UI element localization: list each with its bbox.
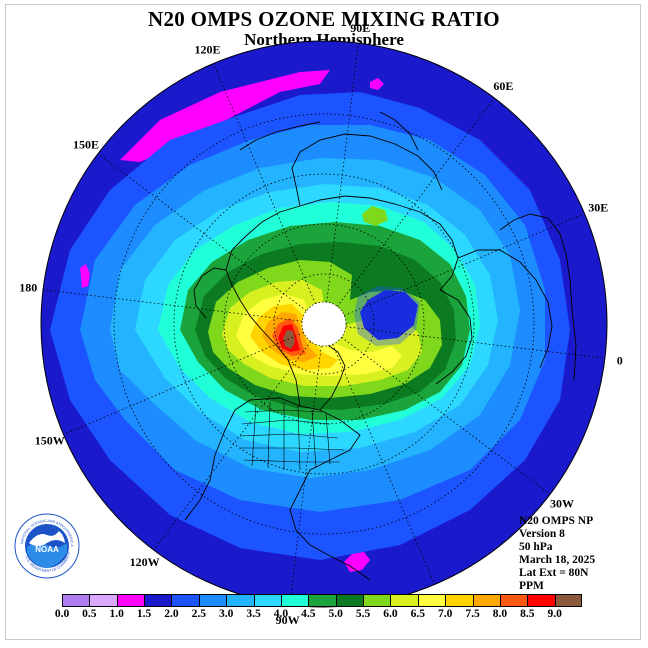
- meridian-120E: [213, 63, 316, 304]
- colorbar-tick-label: 1.0: [109, 608, 124, 620]
- lon-label-180: 180: [19, 281, 37, 295]
- ozone-low-pocket-3: [354, 286, 420, 346]
- polar-data-gap: [302, 302, 346, 346]
- colorbar-tick-label: 9.0: [547, 608, 562, 620]
- lon-label-90W: 90W: [276, 613, 300, 627]
- colorbar-cell: [390, 594, 418, 607]
- colorbar-tick-label: 3.5: [246, 608, 261, 620]
- colorbar-cell: [499, 594, 528, 607]
- lon-label-120E: 120E: [195, 43, 221, 57]
- polar-gap-outline: [301, 301, 347, 347]
- colorbar-tick-label: 1.5: [136, 608, 152, 620]
- lat-circle-60: [173, 173, 475, 475]
- colorbar-tick-label: 2.5: [191, 608, 207, 620]
- lon-label-120W: 120W: [130, 555, 160, 569]
- lon-label-150E: 150E: [73, 138, 99, 152]
- colorbar-tick-label: 6.5: [410, 608, 425, 620]
- meridian-30W: [341, 336, 551, 495]
- colorbar-tick-label: 0.0: [54, 608, 70, 620]
- colorbar-cell: [363, 594, 391, 607]
- colorbar-tick-label: 2.0: [164, 608, 179, 620]
- colorbar-tick-label: 0.5: [82, 608, 97, 620]
- info-line-pressure: 50 hPa: [519, 541, 553, 553]
- colorbar-cell: [89, 594, 117, 607]
- colorbar-cell: [253, 594, 281, 607]
- colorbar-tick-label: 8.5: [520, 608, 535, 620]
- figure-frame: [5, 4, 641, 640]
- noaa-logo-text: NOAA: [35, 545, 59, 554]
- colorbar-cell: [554, 594, 582, 607]
- graticule: [113, 113, 535, 535]
- lon-label-30W: 30W: [550, 496, 574, 510]
- meridian-30E: [344, 213, 585, 316]
- map-boundary: [40, 40, 608, 608]
- info-line-date: March 18, 2025: [519, 554, 596, 566]
- meridian-lines: [43, 43, 605, 605]
- noaa-logo: NOAA NATIONAL OCEANIC AND ATMOSPHERIC AD…: [13, 510, 80, 584]
- meridian-150E: [97, 153, 307, 312]
- colorbar-cell: [62, 594, 90, 607]
- coastlines: [184, 111, 577, 581]
- colorbar-cell: [198, 594, 227, 607]
- colorbar-cell: [171, 594, 199, 607]
- colorbar-tick-label: 5.0: [328, 608, 343, 620]
- colorbar-tick-label: 3.0: [219, 608, 234, 620]
- colorbar-cell: [472, 594, 500, 607]
- meridian-120W: [153, 341, 312, 551]
- colorbar-tick-label: 6.0: [383, 608, 398, 620]
- colorbar-tick-label: 8.0: [492, 608, 508, 620]
- info-line-units: PPM: [519, 580, 544, 592]
- usa-state-grid: [239, 401, 345, 471]
- ozone-low-pocket: [362, 206, 388, 226]
- colorbar-cell: [144, 594, 172, 607]
- ozone-band-9-0: [283, 330, 295, 349]
- lon-label-30E: 30E: [588, 201, 608, 215]
- info-line-lat-extent: Lat Ext = 80N: [519, 567, 589, 579]
- ozone-patch-west: [80, 264, 90, 288]
- lon-label-60E: 60E: [493, 79, 513, 93]
- colorbar-tick-label: 4.5: [301, 608, 316, 620]
- colorbar-cell: [280, 594, 309, 607]
- meridian-0: [345, 326, 605, 359]
- colorbar-cell: [417, 594, 446, 607]
- meridian-150W: [63, 332, 304, 435]
- lat-circle-70: [223, 223, 425, 425]
- colorbar-cell: [527, 594, 555, 607]
- colorbar-cell: [445, 594, 473, 607]
- colorbar-cell: [308, 594, 336, 607]
- info-line-version: Version 8: [519, 528, 565, 540]
- colorbar-tick-label: 7.5: [465, 608, 480, 620]
- lat-circle-80: [273, 273, 375, 375]
- colorbar-cell: [226, 594, 254, 607]
- lon-label-90E: 90E: [350, 21, 370, 35]
- colorbar-tick-label: 7.0: [437, 608, 453, 620]
- metadata-panel: N20 OMPS NP Version 8 50 hPa March 18, 2…: [519, 515, 595, 593]
- colorbar-tick-label: 5.5: [355, 608, 371, 620]
- meridian-90W: [289, 345, 322, 605]
- ozone-patch-north: [370, 78, 384, 90]
- colorbar-cell: [335, 594, 364, 607]
- meridian-60E: [336, 97, 495, 307]
- lat-circle-45: [113, 113, 535, 535]
- ozone-patch-south: [344, 552, 370, 572]
- noaa-emblem-icon: NOAA NATIONAL OCEANIC AND ATMOSPHERIC AD…: [13, 510, 80, 579]
- ozone-band-1-0: [120, 70, 330, 162]
- meridian-60W: [332, 344, 435, 585]
- lon-label-0: 0: [617, 353, 623, 367]
- page-title: N20 OMPS OZONE MIXING RATIO: [148, 7, 500, 31]
- lon-label-150W: 150W: [35, 433, 65, 447]
- colorbar-tick-label: 4.0: [273, 608, 289, 620]
- colorbar-cell: [116, 594, 145, 607]
- info-line-satellite: N20 OMPS NP: [519, 515, 594, 527]
